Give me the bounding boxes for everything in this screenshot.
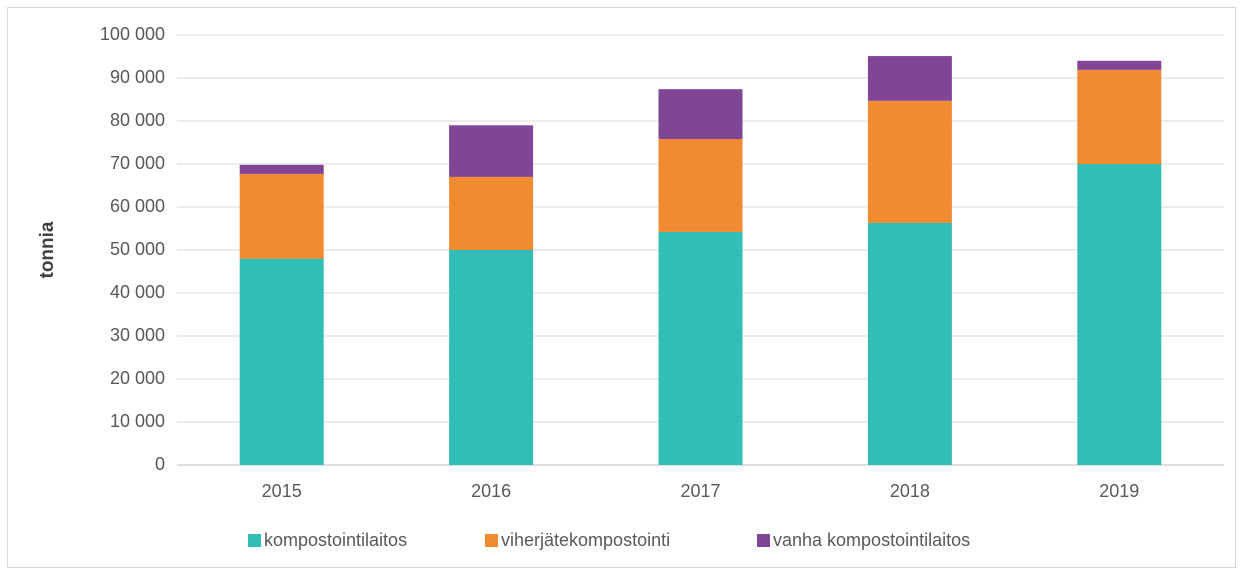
y-tick-label: 40 000 [110, 282, 165, 302]
bar-segment [1077, 69, 1162, 164]
x-tick-label: 2019 [1099, 481, 1139, 501]
bar-segment [658, 139, 743, 232]
bar-segment [449, 125, 534, 177]
bar-segment [239, 173, 324, 259]
y-tick-label: 20 000 [110, 368, 165, 388]
legend-label: vanha kompostointilaitos [773, 530, 970, 550]
bar-segment [239, 258, 324, 465]
legend-swatch [485, 534, 498, 547]
legend-label: kompostointilaitos [264, 530, 407, 550]
bar-segment [658, 231, 743, 465]
bar-segment [449, 250, 534, 465]
bar-segment [1077, 164, 1162, 465]
y-tick-label: 30 000 [110, 325, 165, 345]
bar-segment [658, 89, 743, 140]
y-tick-label: 70 000 [110, 153, 165, 173]
bar-segment [867, 56, 952, 101]
y-tick-label: 100 000 [100, 24, 165, 44]
y-tick-label: 50 000 [110, 239, 165, 259]
y-tick-label: 0 [155, 454, 165, 474]
bar-segment [239, 164, 324, 174]
bar-segment [867, 100, 952, 223]
y-tick-label: 80 000 [110, 110, 165, 130]
bar-segment [1077, 60, 1162, 70]
y-tick-label: 90 000 [110, 67, 165, 87]
bar-segment [867, 222, 952, 465]
legend-label: viherjätekompostointi [501, 530, 670, 550]
x-tick-label: 2018 [890, 481, 930, 501]
y-tick-label: 10 000 [110, 411, 165, 431]
y-axis-label: tonnia [37, 221, 58, 278]
x-tick-label: 2015 [262, 481, 302, 501]
y-tick-label: 60 000 [110, 196, 165, 216]
legend-swatch [757, 534, 770, 547]
bar-segment [449, 176, 534, 250]
x-tick-label: 2017 [680, 481, 720, 501]
chart-frame [7, 7, 1236, 568]
legend-swatch [248, 534, 261, 547]
x-tick-label: 2016 [471, 481, 511, 501]
